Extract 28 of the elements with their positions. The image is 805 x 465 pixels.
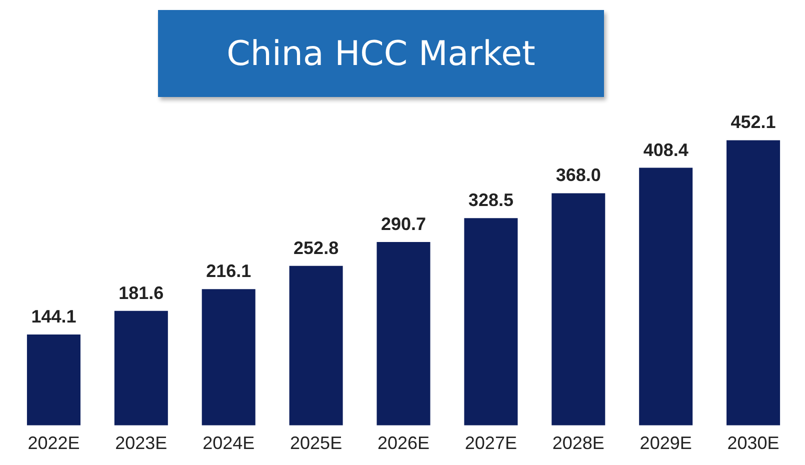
x-tick-label: 2022E xyxy=(28,433,80,454)
chart-title: China HCC Market xyxy=(158,10,604,97)
bar xyxy=(376,242,430,426)
x-tick-label: 2024E xyxy=(202,433,255,454)
bar xyxy=(639,168,693,426)
data-label: 408.4 xyxy=(643,140,688,160)
bar xyxy=(552,193,606,426)
x-tick-label: 2028E xyxy=(552,433,604,454)
bar xyxy=(202,289,256,426)
x-tick-label: 2023E xyxy=(115,433,168,454)
bar xyxy=(726,140,780,426)
data-label: 328.5 xyxy=(468,190,514,210)
data-label: 252.8 xyxy=(294,238,339,258)
x-tick-label: 2030E xyxy=(727,433,780,454)
data-label: 290.7 xyxy=(380,214,426,234)
data-label: 216.1 xyxy=(206,261,252,282)
x-tick-label: 2027E xyxy=(464,433,517,454)
data-label: 144.1 xyxy=(31,306,76,326)
bar xyxy=(114,310,168,426)
x-tick-label: 2026E xyxy=(377,433,430,454)
bar xyxy=(464,218,518,426)
x-tick-label: 2025E xyxy=(290,433,342,454)
bar xyxy=(26,334,80,426)
bar xyxy=(289,266,343,426)
x-tick-label: 2029E xyxy=(640,433,692,454)
data-label: 368.0 xyxy=(556,165,601,186)
data-label: 181.6 xyxy=(118,282,164,303)
data-label: 452.1 xyxy=(730,112,776,132)
